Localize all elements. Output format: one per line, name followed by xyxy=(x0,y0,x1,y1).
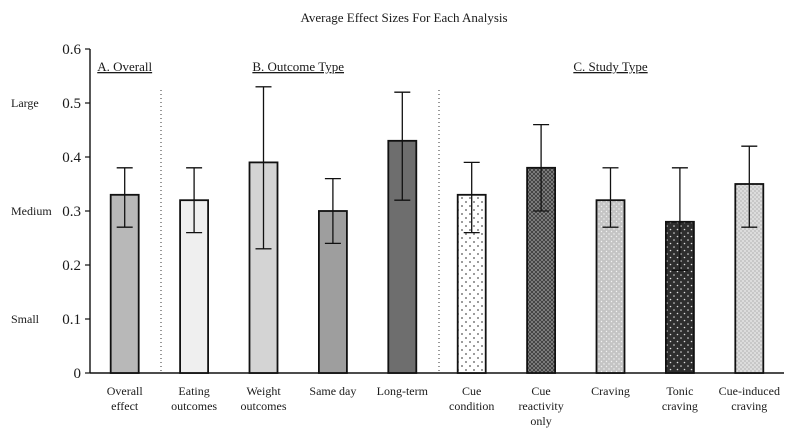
effect-size-level-label: Large xyxy=(11,96,39,110)
category-label: effect xyxy=(111,399,139,413)
category-label: reactivity xyxy=(518,399,563,413)
y-tick-label: 0.2 xyxy=(62,258,81,274)
category-label: Overall xyxy=(107,384,144,398)
category-label: Craving xyxy=(591,384,630,398)
bar xyxy=(595,199,626,374)
section-header: C. Study Type xyxy=(573,59,648,74)
category-label: Eating xyxy=(178,384,209,398)
y-tick-label: 0.1 xyxy=(62,312,81,328)
effect-size-level-label: Medium xyxy=(11,204,52,218)
category-label: Cue xyxy=(531,384,550,398)
category-label: condition xyxy=(449,399,494,413)
category-label: Cue-induced xyxy=(719,384,780,398)
chart-title: Average Effect Sizes For Each Analysis xyxy=(300,10,507,25)
y-tick-label: 0.4 xyxy=(62,150,81,166)
y-tick-label: 0.6 xyxy=(62,42,81,58)
y-tick-label: 0 xyxy=(74,366,82,382)
effect-size-level-label: Small xyxy=(11,312,40,326)
category-label: Same day xyxy=(309,384,356,398)
category-label: Tonic xyxy=(666,384,693,398)
category-label: outcomes xyxy=(241,399,287,413)
y-tick-label: 0.5 xyxy=(62,96,81,112)
bar xyxy=(456,193,487,374)
category-label: only xyxy=(530,414,551,428)
category-label: Long-term xyxy=(377,384,429,398)
category-label: craving xyxy=(662,399,698,413)
category-label: outcomes xyxy=(171,399,217,413)
category-label: Weight xyxy=(246,384,281,398)
y-tick-label: 0.3 xyxy=(62,204,81,220)
section-header: A. Overall xyxy=(97,59,152,74)
category-label: craving xyxy=(731,399,767,413)
section-header: B. Outcome Type xyxy=(252,59,344,74)
category-label: Cue xyxy=(462,384,481,398)
